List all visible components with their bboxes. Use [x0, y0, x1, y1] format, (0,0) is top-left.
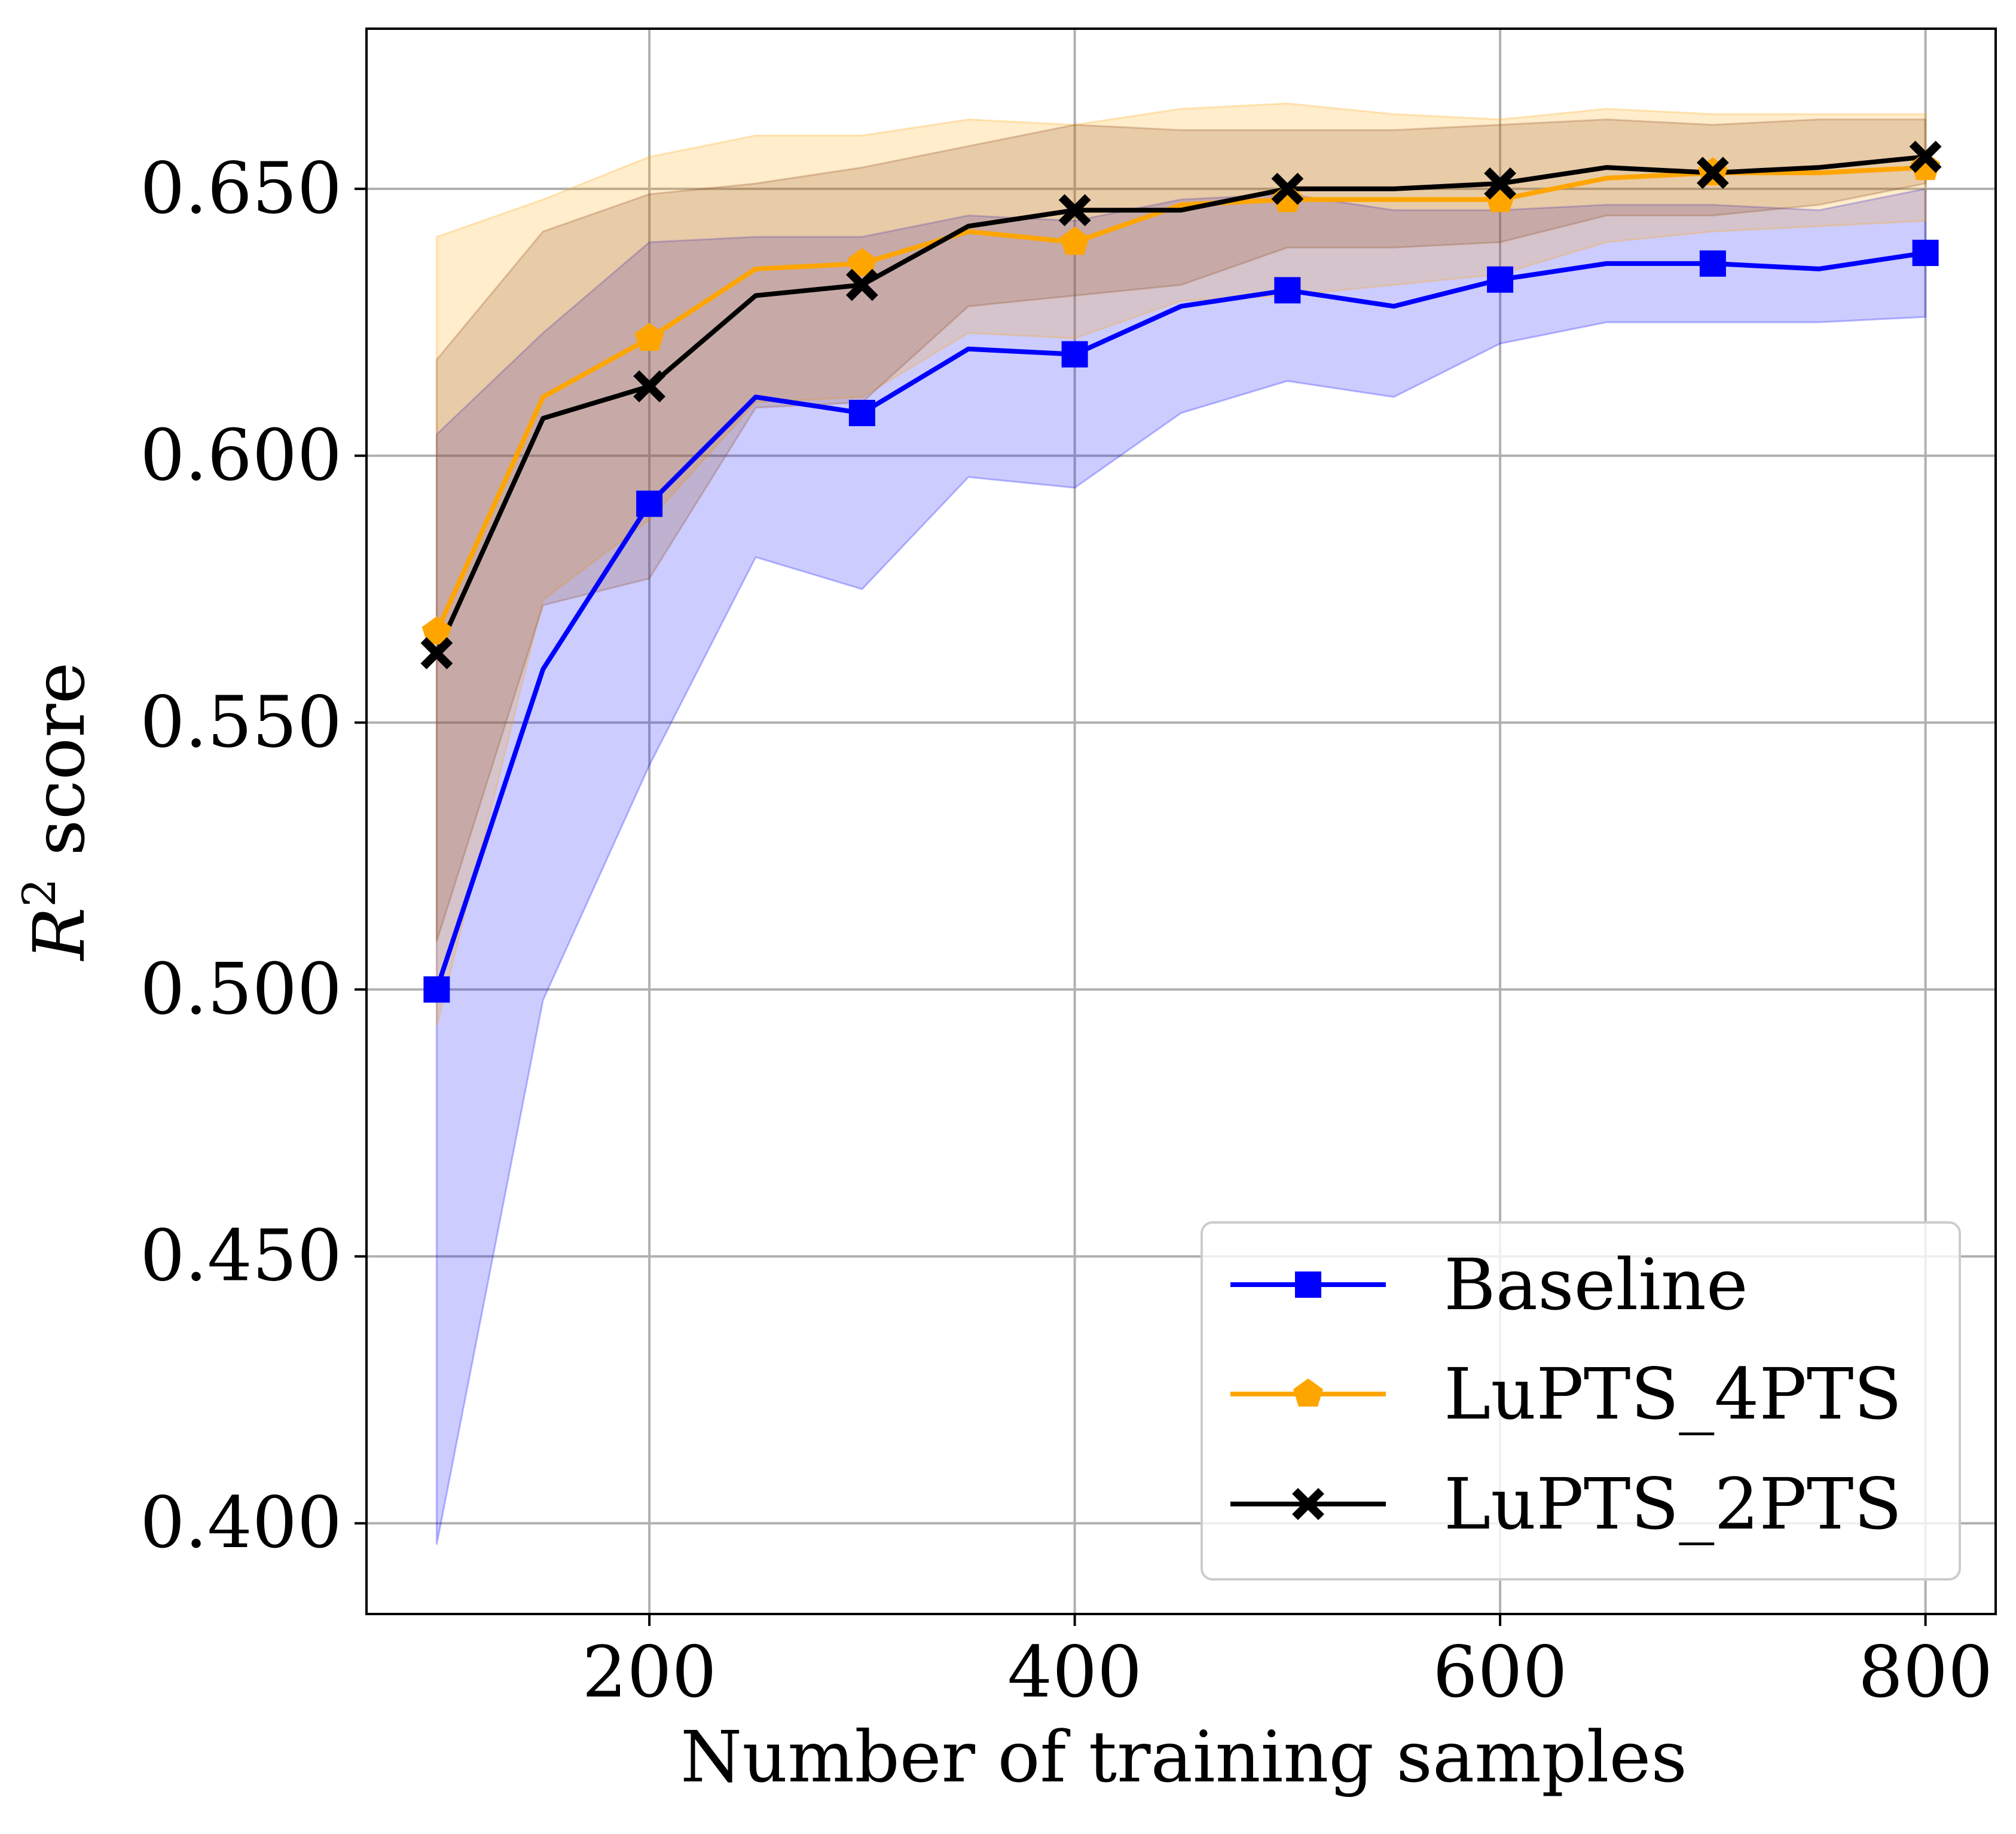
y-axis-ticks: 0.400 0.450 0.500 0.550 0.600 0.650	[140, 147, 366, 1564]
y-axis-title-symbol: R	[18, 907, 100, 961]
baseline-point	[1274, 277, 1301, 304]
baseline-line	[434, 250, 1926, 991]
lupts-2pts-point	[420, 637, 453, 670]
y-axis-title: R2 score	[13, 662, 100, 962]
lupts-2pts-point	[1909, 140, 1942, 173]
plot-frame	[365, 27, 1997, 1615]
lupts-2pts-point	[1058, 194, 1091, 227]
series-lines	[434, 154, 1926, 991]
baseline-point	[1912, 240, 1939, 267]
baseline-point	[1699, 250, 1726, 277]
confidence-bands	[435, 102, 1927, 1545]
y-tick-label: 0.450	[140, 1215, 342, 1297]
lupts-2pts-point	[845, 268, 878, 301]
legend-lupts2-marker	[1292, 1488, 1324, 1520]
lupts-4pts-point	[421, 616, 452, 645]
lupts-4pts-line	[434, 165, 1926, 633]
y-tick-label: 0.400	[140, 1481, 342, 1564]
y-axis-title-superscript: 2	[13, 878, 66, 907]
lupts-2pts-point	[633, 370, 666, 403]
legend-baseline-label: Baseline	[1444, 1243, 1748, 1326]
y-tick-label: 0.500	[140, 947, 342, 1030]
lupts-4pts-point	[847, 247, 877, 276]
x-tick-label: 800	[1858, 1631, 1993, 1713]
lupts-4pts-confidence-band	[435, 102, 1927, 1028]
legend: Baseline LuPTS_4PTS LuPTS_2PTS	[1201, 1221, 1961, 1581]
y-tick-label: 0.650	[140, 147, 342, 230]
y-axis-title-text: score	[18, 662, 100, 878]
x-axis-title: Number of training samples	[680, 1716, 1687, 1798]
baseline-confidence-band	[435, 188, 1927, 1545]
lupts-4pts-point	[1059, 227, 1090, 255]
baseline-point	[1061, 341, 1088, 368]
x-tick-label: 400	[1007, 1631, 1142, 1713]
lupts-2pts-point	[1696, 157, 1729, 189]
lupts-4pts-point	[634, 322, 664, 351]
legend-baseline-marker	[1295, 1271, 1321, 1298]
y-tick-label: 0.600	[140, 414, 342, 496]
legend-box	[1201, 1221, 1961, 1581]
x-tick-label: 600	[1432, 1631, 1567, 1713]
lupts-2pts-line	[434, 154, 1926, 655]
legend-lupts4-marker	[1293, 1378, 1323, 1407]
baseline-point	[1487, 266, 1514, 293]
lupts-2pts-point	[1271, 172, 1304, 205]
x-tick-label: 200	[582, 1631, 717, 1713]
lupts-2pts-point	[1484, 167, 1517, 200]
baseline-point	[636, 490, 663, 517]
legend-lupts2-label: LuPTS_2PTS	[1444, 1463, 1902, 1545]
series-markers	[420, 140, 1942, 1003]
baseline-point	[848, 399, 875, 426]
x-axis-ticks: 200 400 600 800	[582, 1614, 1993, 1713]
legend-lupts4-label: LuPTS_4PTS	[1444, 1353, 1902, 1435]
grid-layer	[366, 29, 1996, 1614]
y-tick-label: 0.550	[140, 681, 342, 763]
baseline-point	[423, 976, 450, 1003]
